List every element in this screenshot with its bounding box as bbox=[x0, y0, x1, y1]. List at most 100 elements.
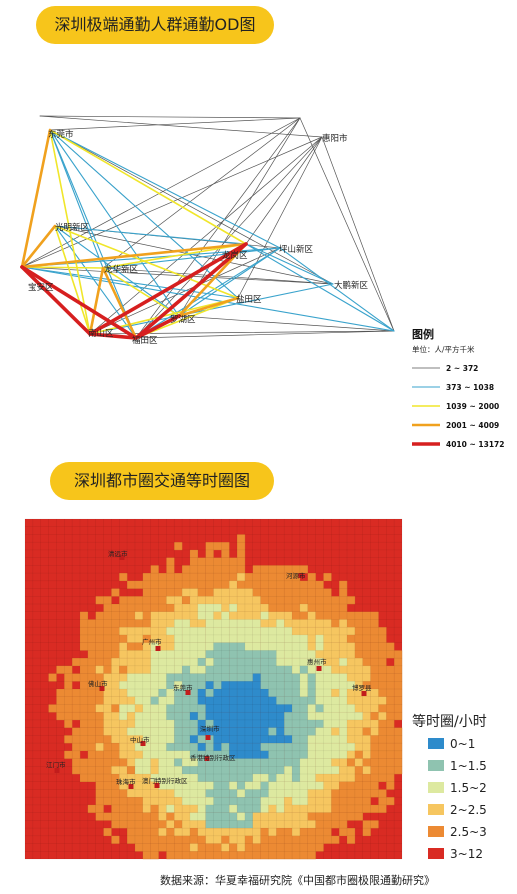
isochrone-cell bbox=[362, 611, 371, 620]
isochrone-cell bbox=[142, 619, 151, 628]
isochrone-cell bbox=[150, 627, 159, 636]
isochrone-cell bbox=[315, 650, 324, 659]
isochrone-cell bbox=[292, 843, 301, 852]
isochrone-cell bbox=[166, 557, 175, 566]
isochrone-cell bbox=[260, 596, 269, 605]
isochrone-cell bbox=[119, 681, 128, 690]
isochrone-cell bbox=[142, 573, 151, 582]
isochrone-cell bbox=[292, 634, 301, 643]
isochrone-cell bbox=[339, 704, 348, 713]
isochrone-cell bbox=[213, 619, 222, 628]
isochrone-cell bbox=[331, 774, 340, 782]
isochrone-cell bbox=[205, 851, 214, 860]
isochrone-cell bbox=[315, 619, 324, 628]
isochrone-cell bbox=[221, 611, 230, 620]
isochrone-cell bbox=[150, 789, 159, 798]
isochrone-cell bbox=[252, 611, 261, 620]
od-flow-line bbox=[54, 225, 180, 317]
od-flow-line bbox=[49, 129, 91, 335]
isochrone-cell bbox=[252, 812, 261, 821]
isochrone-cell bbox=[150, 735, 159, 744]
isochrone-cell bbox=[339, 604, 348, 612]
isochrone-cell bbox=[213, 596, 222, 605]
city-marker bbox=[205, 735, 211, 740]
isochrone-cell bbox=[284, 743, 293, 752]
isochrone-cell bbox=[347, 673, 356, 682]
isochrone-cell bbox=[315, 820, 324, 829]
isochrone-cell bbox=[197, 689, 206, 697]
isochrone-cell bbox=[229, 781, 238, 790]
isochrone-cell bbox=[72, 658, 81, 667]
isochrone-cell bbox=[237, 789, 246, 798]
isochrone-cell bbox=[103, 642, 112, 651]
isochrone-cell bbox=[276, 689, 285, 697]
isochrone-cell bbox=[95, 712, 104, 721]
isochrone-cell bbox=[370, 820, 379, 829]
isochrone-cell bbox=[362, 681, 371, 690]
isochrone-cell bbox=[284, 797, 293, 806]
isochrone-cell bbox=[260, 766, 269, 775]
isochrone-cell bbox=[56, 665, 65, 674]
isochrone-cell bbox=[315, 611, 324, 620]
isochrone-cell bbox=[276, 604, 285, 612]
isochrone-cell bbox=[189, 820, 198, 829]
isochrone-cell bbox=[386, 689, 395, 697]
isochrone-cell bbox=[284, 843, 293, 852]
isochrone-cell bbox=[244, 719, 253, 728]
isochrone-cell bbox=[166, 689, 175, 697]
isochrone-cell bbox=[370, 619, 379, 628]
isochrone-cell bbox=[284, 820, 293, 829]
od-flow-line bbox=[49, 129, 281, 249]
isochrone-cell bbox=[111, 704, 120, 713]
isochrone-cell bbox=[189, 673, 198, 682]
isochrone-cell bbox=[127, 627, 136, 636]
isochrone-cell bbox=[339, 743, 348, 752]
isochrone-cell bbox=[292, 743, 301, 752]
isochrone-cell bbox=[292, 611, 301, 620]
isochrone-cell bbox=[205, 611, 214, 620]
isochrone-cell bbox=[260, 835, 269, 844]
isochrone-cell bbox=[323, 789, 332, 798]
isochrone-cell bbox=[221, 634, 230, 643]
isochrone-cell bbox=[142, 758, 151, 767]
isochrone-cell bbox=[174, 743, 183, 752]
isochrone-cell bbox=[174, 712, 183, 721]
isochrone-cell bbox=[370, 712, 379, 721]
isochrone-cell bbox=[362, 627, 371, 636]
od-flow-line bbox=[321, 136, 395, 332]
isochrone-cell bbox=[182, 634, 191, 643]
isochrone-cell bbox=[378, 658, 387, 667]
city-marker bbox=[54, 768, 60, 773]
isochrone-cell bbox=[111, 758, 120, 767]
isochrone-cell bbox=[213, 735, 222, 744]
isochrone-cell bbox=[119, 642, 128, 651]
isochrone-cell bbox=[166, 727, 175, 736]
isochrone-cell bbox=[134, 820, 144, 829]
isochrone-cell bbox=[307, 604, 316, 612]
od-flow-line bbox=[177, 296, 240, 318]
isochrone-cell bbox=[260, 727, 269, 736]
isochrone-place-label: 广州市 bbox=[142, 637, 162, 646]
isochrone-cell bbox=[127, 704, 136, 713]
isochrone-cell bbox=[260, 665, 269, 674]
isochrone-cell bbox=[299, 719, 308, 728]
isochrone-cell bbox=[370, 627, 379, 636]
isochrone-cell bbox=[56, 689, 65, 697]
isochrone-cell bbox=[119, 658, 128, 667]
isochrone-cell bbox=[72, 696, 81, 705]
isochrone-cell bbox=[362, 820, 371, 829]
isochrone-cell bbox=[87, 658, 96, 667]
od-flow-line bbox=[39, 115, 301, 119]
isochrone-cell bbox=[394, 673, 403, 682]
isochrone-cell bbox=[362, 828, 371, 837]
isochrone-cell bbox=[95, 789, 104, 798]
isochrone-cell bbox=[339, 828, 348, 837]
isochrone-cell bbox=[213, 704, 222, 713]
isochrone-cell bbox=[221, 689, 230, 697]
isochrone-cell bbox=[268, 766, 277, 775]
isochrone-cell bbox=[103, 828, 112, 837]
isochrone-cell bbox=[213, 804, 222, 813]
isochrone-cell bbox=[252, 735, 261, 744]
isochrone-cell bbox=[323, 774, 332, 782]
isochrone-cell bbox=[315, 596, 324, 605]
